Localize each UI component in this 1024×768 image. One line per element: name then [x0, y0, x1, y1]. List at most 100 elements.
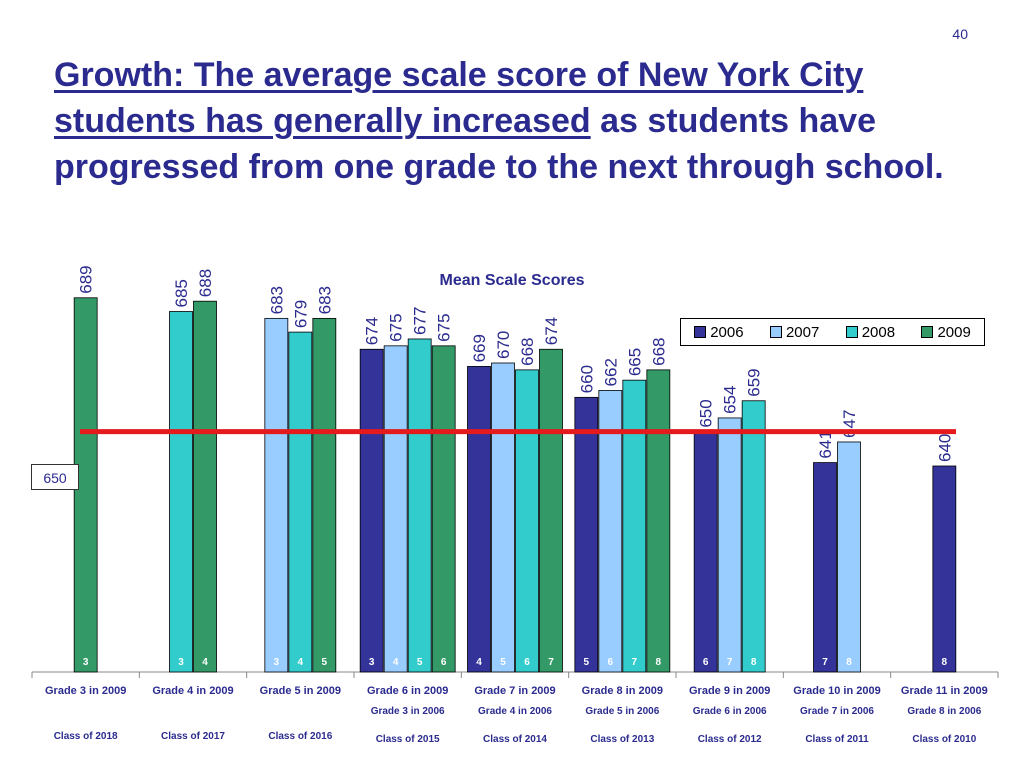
- bar-value-label: 659: [745, 368, 764, 396]
- bar-2006: [574, 396, 599, 673]
- bar-value-label: 660: [577, 365, 596, 393]
- bar-value-label: 662: [601, 358, 620, 386]
- bar-grade-label: 5: [500, 657, 506, 668]
- bar-grade-label: 8: [942, 657, 948, 668]
- bar-value-label: 674: [363, 317, 382, 345]
- bar-2007: [717, 417, 742, 673]
- page-number: 40: [952, 26, 968, 42]
- grade-2006-label: Grade 8 in 2006: [907, 706, 982, 717]
- grade-2006-label: Grade 6 in 2006: [692, 706, 767, 717]
- bar-grade-label: 7: [727, 657, 733, 668]
- legend-swatch-2007: [769, 326, 782, 338]
- slide-title-rest: as students have progressed from one gra…: [54, 102, 944, 186]
- bar-grade-label: 5: [417, 657, 423, 668]
- bar-2006: [932, 465, 957, 673]
- bar-grade-label: 8: [656, 657, 662, 668]
- bar-2006: [693, 431, 718, 673]
- grade-2006-label: Grade 7 in 2006: [800, 706, 874, 717]
- bar-value-label: 674: [542, 317, 561, 345]
- bar-grade-label: 6: [608, 657, 614, 668]
- chart-legend: 2006 2007 2008 2009: [680, 318, 985, 346]
- bar-grade-label: 7: [548, 657, 554, 668]
- bar-2006: [813, 462, 837, 673]
- legend-item-2009: 2009: [921, 324, 971, 341]
- bar-2007: [491, 362, 515, 673]
- bar-value-label: 670: [494, 331, 513, 359]
- class-label: Class of 2010: [912, 734, 977, 745]
- bar-grade-label: 3: [178, 657, 184, 668]
- bar-grade-label: 8: [751, 657, 757, 668]
- legend-label-2007: 2007: [785, 323, 820, 341]
- bar-value-label: 640: [935, 434, 954, 462]
- bar-value-label: 679: [291, 300, 310, 328]
- bar-grade-label: 3: [369, 657, 375, 668]
- legend-swatch-2009: [921, 326, 934, 338]
- category-label: Grade 10 in 2009: [793, 685, 881, 697]
- bar-value-label: 685: [172, 279, 191, 307]
- legend-swatch-2008: [845, 326, 858, 338]
- bar-grade-label: 4: [476, 657, 482, 668]
- slide-title-underlined: Growth: The average scale score of New Y…: [54, 56, 864, 140]
- bar-value-label: 689: [77, 265, 96, 293]
- category-label: Grade 6 in 2009: [366, 685, 449, 697]
- category-label: Grade 5 in 2009: [259, 685, 341, 697]
- bar-2006: [359, 348, 384, 673]
- bar-grade-label: 3: [274, 657, 280, 668]
- bar-grade-label: 5: [322, 657, 328, 668]
- grade-2006-label: Grade 5 in 2006: [585, 706, 660, 717]
- class-label: Class of 2014: [483, 734, 547, 745]
- bar-2009: [646, 369, 671, 673]
- legend-label-2008: 2008: [861, 323, 896, 341]
- category-label: Grade 7 in 2009: [474, 685, 556, 697]
- bar-2008: [407, 338, 432, 673]
- bar-value-label: 665: [625, 348, 644, 376]
- chart-title: Mean Scale Scores: [439, 272, 585, 289]
- bar-value-label: 677: [411, 307, 430, 335]
- bar-grade-label: 6: [703, 657, 709, 668]
- bar-2008: [515, 369, 539, 673]
- bar-value-label: 675: [435, 313, 454, 341]
- category-label: Grade 9 in 2009: [688, 685, 771, 697]
- bar-value-label: 668: [649, 337, 668, 365]
- bar-value-label: 683: [267, 286, 286, 314]
- bar-grade-label: 7: [822, 657, 828, 668]
- bar-grade-label: 4: [393, 657, 399, 668]
- legend-swatch-2006: [694, 326, 707, 338]
- bar-grade-label: 3: [83, 657, 89, 668]
- class-label: Class of 2011: [805, 734, 869, 745]
- bar-grade-label: 4: [202, 657, 208, 668]
- bar-grade-label: 6: [441, 657, 447, 668]
- bar-value-label: 641: [816, 430, 835, 458]
- bar-value-label: 683: [315, 286, 334, 314]
- legend-item-2008: 2008: [845, 323, 896, 341]
- bar-grade-label: 6: [524, 657, 530, 668]
- bar-2009: [312, 317, 337, 673]
- class-label: Class of 2016: [268, 731, 333, 742]
- class-label: Class of 2013: [590, 734, 655, 745]
- class-label: Class of 2015: [375, 734, 440, 745]
- bar-2008: [741, 400, 766, 673]
- category-label: Grade 11 in 2009: [900, 685, 988, 697]
- bar-2007: [837, 441, 861, 673]
- class-label: Class of 2018: [53, 731, 118, 742]
- category-label: Grade 4 in 2009: [152, 685, 234, 697]
- bar-2007: [264, 317, 289, 673]
- reference-line-label: 650: [31, 464, 79, 490]
- bar-2008: [622, 379, 647, 673]
- bar-2008: [288, 331, 313, 673]
- bar-2007: [383, 345, 408, 673]
- bar-2009: [193, 300, 217, 673]
- bar-2006: [467, 366, 491, 673]
- class-label: Class of 2017: [161, 731, 225, 742]
- bar-value-label: 688: [196, 269, 215, 297]
- class-label: Class of 2012: [697, 734, 762, 745]
- bar-grade-label: 7: [632, 657, 638, 668]
- grade-2006-label: Grade 4 in 2006: [478, 706, 552, 717]
- bar-value-label: 654: [721, 386, 740, 414]
- bar-value-label: 650: [697, 399, 716, 427]
- slide-title: Growth: The average scale score of New Y…: [54, 52, 984, 190]
- bar-2008: [169, 311, 193, 673]
- legend-item-2006: 2006: [694, 324, 744, 341]
- bar-value-label: 675: [387, 313, 406, 341]
